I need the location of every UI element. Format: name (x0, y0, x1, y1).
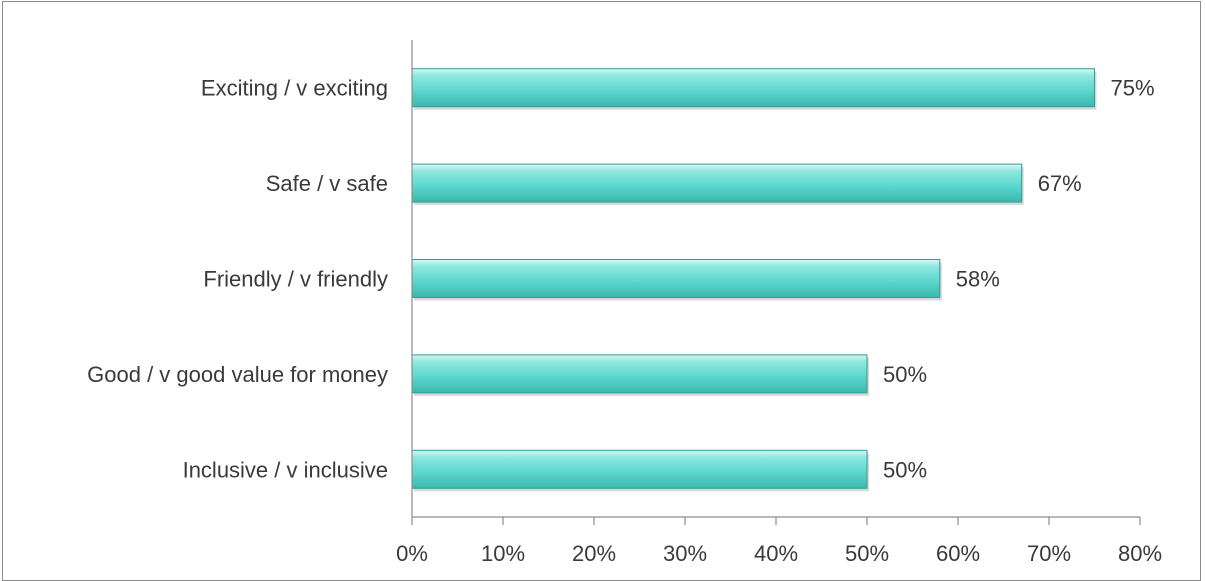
value-label: 58% (956, 267, 1000, 292)
bars-layer (411, 68, 1097, 492)
category-label: Friendly / v friendly (203, 267, 388, 292)
value-label: 67% (1038, 171, 1082, 196)
axis-layer (411, 40, 1141, 525)
category-label: Inclusive / v inclusive (183, 457, 388, 482)
x-tick-label: 50% (845, 541, 889, 566)
bar-2 (411, 259, 941, 298)
x-tick-label: 70% (1027, 541, 1071, 566)
x-tick-label: 20% (572, 541, 616, 566)
category-label: Good / v good value for money (87, 362, 388, 387)
labels-layer: Exciting / v exciting 75% Safe / v safe 67%… (87, 76, 1162, 566)
value-label: 50% (883, 362, 927, 387)
value-label: 50% (883, 457, 927, 482)
bar-1 (411, 163, 1023, 203)
x-tick-label: 40% (754, 541, 798, 566)
bar-4 (411, 449, 868, 489)
x-tick-label: 30% (663, 541, 707, 566)
category-label: Safe / v safe (266, 171, 388, 196)
bar-3 (411, 354, 868, 394)
category-label: Exciting / v exciting (201, 76, 388, 101)
x-tick-label: 10% (481, 541, 525, 566)
value-label: 75% (1111, 76, 1155, 101)
x-tick-label: 60% (936, 541, 980, 566)
x-tick-label: 0% (396, 541, 428, 566)
x-tick-label: 80% (1118, 541, 1162, 566)
bar-0 (411, 68, 1095, 108)
